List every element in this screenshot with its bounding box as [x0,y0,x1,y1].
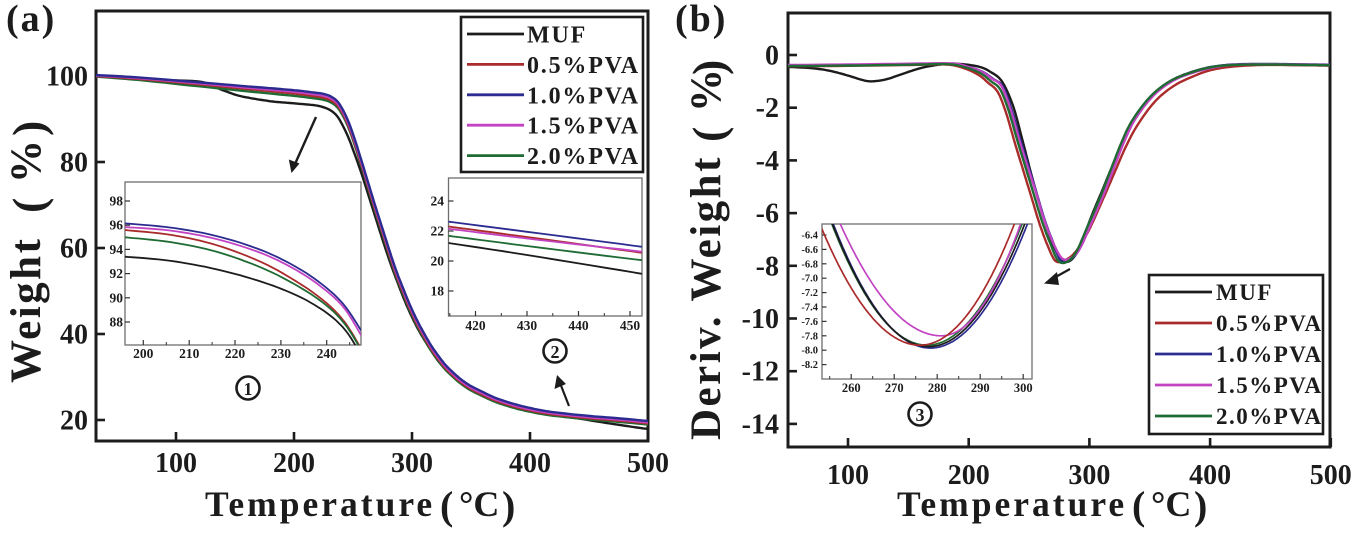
svg-text:24: 24 [431,194,445,209]
svg-text:(: ( [440,483,453,528]
svg-text:2: 2 [551,342,560,362]
svg-text:0: 0 [765,41,779,72]
svg-text:Temperature: Temperature [205,484,435,524]
svg-text:-8: -8 [756,251,779,282]
svg-text:210: 210 [179,346,200,361]
svg-text:100: 100 [827,460,869,491]
svg-text:0.5%PVA: 0.5%PVA [1216,311,1323,336]
svg-text:400: 400 [509,448,551,479]
svg-text:-7.6: -7.6 [801,317,818,328]
svg-text:-6: -6 [756,199,779,230]
svg-text:450: 450 [620,318,641,333]
svg-text:300: 300 [391,448,433,479]
svg-text:(b): (b) [675,0,727,40]
svg-text:MUF: MUF [527,23,587,49]
svg-text:(: ( [683,127,734,142]
svg-text:-7.2: -7.2 [801,288,818,299]
svg-text:Weight: Weight [3,237,50,383]
svg-text:(: ( [1132,483,1145,528]
svg-text:18: 18 [431,284,445,299]
svg-text:-6.8: -6.8 [801,259,818,270]
svg-text:20: 20 [431,254,445,269]
svg-text:300: 300 [1068,460,1110,491]
svg-text:60: 60 [60,234,88,265]
svg-text:240: 240 [317,346,338,361]
svg-text:2.0%PVA: 2.0%PVA [1216,404,1323,429]
svg-text:500: 500 [627,448,669,479]
svg-text:100: 100 [155,448,197,479]
svg-text:40: 40 [60,320,88,351]
svg-text:-8.2: -8.2 [801,360,818,371]
svg-text:-4: -4 [756,146,779,177]
svg-text:300: 300 [1014,381,1033,395]
svg-text:430: 430 [517,318,538,333]
svg-text:94: 94 [110,242,124,257]
svg-text:°C: °C [1151,484,1191,524]
svg-text:500: 500 [1310,460,1352,491]
svg-text:220: 220 [225,346,246,361]
svg-text:92: 92 [110,266,124,281]
svg-text:%: % [683,69,730,112]
svg-text:290: 290 [971,381,990,395]
svg-text:-7.4: -7.4 [801,303,818,314]
svg-text:): ) [1194,483,1207,528]
svg-text:-7.0: -7.0 [801,274,818,285]
svg-text:440: 440 [568,318,589,333]
svg-text:270: 270 [885,381,904,395]
svg-text:-14: -14 [742,409,779,440]
svg-text:): ) [3,121,54,136]
svg-text:80: 80 [60,148,88,179]
svg-text:-6.4: -6.4 [801,231,818,242]
svg-text:260: 260 [842,381,861,395]
svg-text:): ) [683,60,734,75]
svg-text:200: 200 [133,346,154,361]
svg-text:1.0%PVA: 1.0%PVA [527,83,640,109]
svg-text:Temperature: Temperature [897,484,1127,524]
svg-text:-12: -12 [742,357,779,388]
svg-text:280: 280 [928,381,947,395]
svg-text:1.5%PVA: 1.5%PVA [1216,373,1323,398]
svg-text:22: 22 [431,224,445,239]
svg-text:2.0%PVA: 2.0%PVA [527,144,640,170]
svg-text:200: 200 [948,460,990,491]
svg-text:1: 1 [244,379,253,399]
svg-text:-6.6: -6.6 [801,245,818,256]
svg-text:(a): (a) [6,0,56,40]
svg-text:MUF: MUF [1216,280,1273,305]
svg-text:20: 20 [60,406,88,437]
svg-text:(: ( [3,198,54,213]
svg-text:200: 200 [273,448,315,479]
svg-text:96: 96 [110,218,124,233]
svg-text:3: 3 [916,405,925,425]
svg-text:1.0%PVA: 1.0%PVA [1216,342,1323,367]
svg-text:-10: -10 [742,304,779,335]
svg-text:Deriv. Weight: Deriv. Weight [683,155,730,440]
svg-text:230: 230 [271,346,292,361]
svg-text:88: 88 [110,315,124,330]
svg-text:98: 98 [110,194,124,209]
svg-text:°C: °C [459,484,499,524]
svg-text:90: 90 [110,290,124,305]
svg-text:400: 400 [1189,460,1231,491]
svg-text:100: 100 [46,62,88,93]
svg-text:-7.8: -7.8 [801,331,818,342]
svg-text:420: 420 [465,318,486,333]
svg-text:): ) [502,483,515,528]
svg-text:1.5%PVA: 1.5%PVA [527,114,640,140]
svg-text:%: % [3,140,50,183]
svg-text:-8.0: -8.0 [801,346,818,357]
svg-text:-2: -2 [756,93,779,124]
svg-text:0.5%PVA: 0.5%PVA [527,53,640,79]
